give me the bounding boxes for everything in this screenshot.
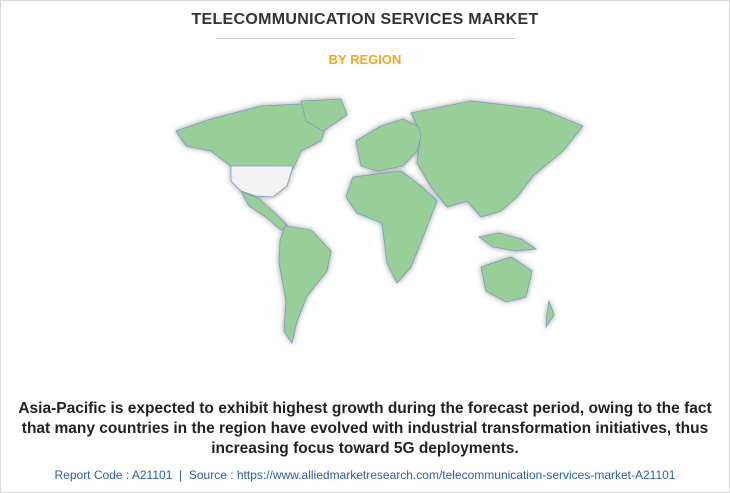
- greenland: [300, 98, 348, 132]
- separator: |: [179, 468, 183, 482]
- report-code: Report Code : A21101: [54, 468, 173, 482]
- title: TELECOMMUNICATION SERVICES MARKET: [191, 11, 539, 28]
- divider: [216, 38, 516, 39]
- world-map: [175, 98, 584, 344]
- south-america: [278, 225, 332, 344]
- description: Asia-Pacific is expected to exhibit high…: [18, 400, 712, 457]
- north-america: [175, 103, 332, 170]
- new-zealand: [545, 299, 555, 329]
- united-states: [230, 165, 294, 198]
- africa: [345, 170, 438, 284]
- australia: [480, 256, 533, 303]
- footer: Report Code : A21101 | Source : https://…: [1, 468, 729, 482]
- europe: [355, 118, 424, 172]
- source: Source : https://www.alliedmarketresearc…: [188, 468, 676, 482]
- subtitle: BY REGION: [328, 52, 402, 67]
- central-america: [240, 190, 288, 231]
- southeast-asia: [478, 232, 538, 252]
- asia: [410, 100, 584, 218]
